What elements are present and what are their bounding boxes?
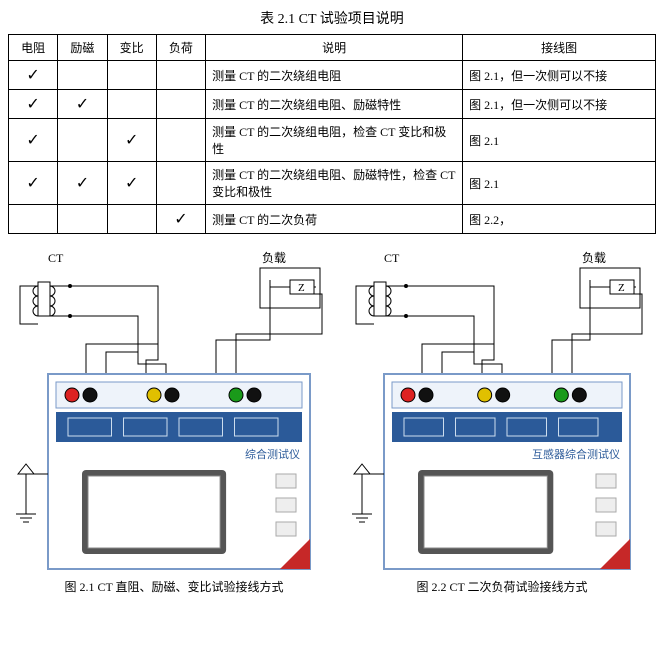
col-header: 负荷	[156, 35, 205, 61]
check-cell	[107, 205, 156, 234]
check-cell: ✓	[9, 162, 58, 205]
table-title: 表 2.1 CT 试验项目说明	[8, 8, 656, 28]
wiring-cell: 图 2.1，但一次侧可以不接	[463, 61, 656, 90]
wiring-cell: 图 2.1，但一次侧可以不接	[463, 90, 656, 119]
desc-cell: 测量 CT 的二次绕组电阻	[206, 61, 463, 90]
svg-text:负载: 负载	[582, 251, 606, 265]
check-cell	[156, 119, 205, 162]
table-row: ✓测量 CT 的二次负荷图 2.2，	[9, 205, 656, 234]
check-cell	[58, 119, 107, 162]
table-row: ✓ 测量 CT 的二次绕组电阻图 2.1，但一次侧可以不接	[9, 61, 656, 90]
svg-text:综合测试仪: 综合测试仪	[245, 447, 300, 461]
figure-2-2-svg: CT 负载 Z 互感器综合测试仪	[344, 244, 660, 574]
check-cell: ✓	[9, 61, 58, 90]
check-cell	[58, 61, 107, 90]
check-cell: ✓	[107, 119, 156, 162]
desc-cell: 测量 CT 的二次绕组电阻、励磁特性	[206, 90, 463, 119]
desc-cell: 测量 CT 的二次绕组电阻，检查 CT 变比和极性	[206, 119, 463, 162]
wiring-cell: 图 2.1	[463, 119, 656, 162]
check-cell: ✓	[107, 162, 156, 205]
svg-text:Z: Z	[618, 282, 625, 294]
col-header: 变比	[107, 35, 156, 61]
check-cell	[107, 90, 156, 119]
check-cell	[58, 205, 107, 234]
svg-text:CT: CT	[48, 251, 64, 265]
table-row: ✓✓✓测量 CT 的二次绕组电阻、励磁特性，检查 CT 变比和极性图 2.1	[9, 162, 656, 205]
figure-2-2-caption: 图 2.2 CT 二次负荷试验接线方式	[344, 578, 660, 595]
desc-cell: 测量 CT 的二次负荷	[206, 205, 463, 234]
table-row: ✓ ✓ 测量 CT 的二次绕组电阻，检查 CT 变比和极性图 2.1	[9, 119, 656, 162]
check-cell	[156, 162, 205, 205]
check-cell	[156, 90, 205, 119]
check-cell: ✓	[58, 90, 107, 119]
svg-text:互感器综合测试仪: 互感器综合测试仪	[532, 447, 620, 461]
check-cell: ✓	[9, 90, 58, 119]
col-header: 励磁	[58, 35, 107, 61]
wiring-cell: 图 2.1	[463, 162, 656, 205]
col-header: 接线图	[463, 35, 656, 61]
check-cell	[107, 61, 156, 90]
svg-text:Z: Z	[298, 282, 305, 294]
figure-2-1-caption: 图 2.1 CT 直阻、励磁、变比试验接线方式	[8, 578, 340, 595]
check-cell	[9, 205, 58, 234]
svg-text:CT: CT	[384, 251, 400, 265]
check-cell: ✓	[58, 162, 107, 205]
svg-text:负载: 负载	[262, 251, 286, 265]
check-cell: ✓	[9, 119, 58, 162]
check-cell: ✓	[156, 205, 205, 234]
figure-2-2: CT 负载 Z 互感器综合测试仪 图 2.2 CT 二次负荷试验接线方式	[344, 244, 660, 595]
figures-row: CT 负载 Z 综合测试仪 图 2.1 CT 直阻、励磁、变比试验接线方式 CT 负载 Z…	[8, 244, 656, 595]
figure-2-1-svg: CT 负载 Z 综合测试仪	[8, 244, 340, 574]
check-cell	[156, 61, 205, 90]
table-row: ✓✓ 测量 CT 的二次绕组电阻、励磁特性图 2.1，但一次侧可以不接	[9, 90, 656, 119]
figure-2-1: CT 负载 Z 综合测试仪 图 2.1 CT 直阻、励磁、变比试验接线方式	[8, 244, 340, 595]
col-header: 电阻	[9, 35, 58, 61]
col-header: 说明	[206, 35, 463, 61]
ct-test-table: 电阻励磁变比负荷说明接线图 ✓ 测量 CT 的二次绕组电阻图 2.1，但一次侧可以…	[8, 34, 656, 234]
desc-cell: 测量 CT 的二次绕组电阻、励磁特性，检查 CT 变比和极性	[206, 162, 463, 205]
wiring-cell: 图 2.2，	[463, 205, 656, 234]
